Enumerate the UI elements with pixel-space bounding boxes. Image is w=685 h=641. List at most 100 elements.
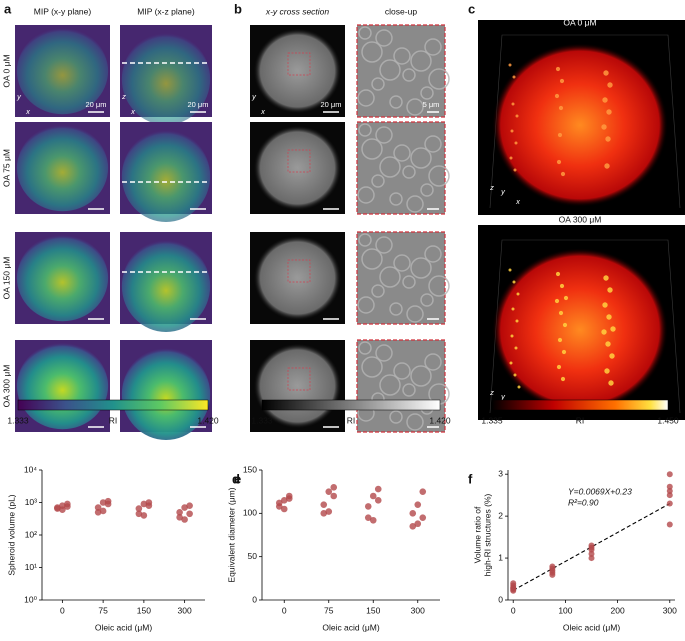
panel-letter: e [234,471,241,486]
axis-glyph: x [130,107,135,116]
scale-label: 20 μm [321,100,342,109]
cell [358,233,372,247]
axis-glyph: x [25,107,30,116]
cell [379,266,401,288]
y-tick-label: 10³ [25,497,37,507]
droplet [606,314,612,320]
point [330,484,338,491]
annotation: Y=0.0069X+0.23 [568,486,632,496]
droplet [512,75,516,79]
cell [379,374,401,396]
point [549,563,556,570]
point [181,504,188,511]
axis-glyph: y [251,92,257,101]
x-tick-label: 100 [558,605,572,615]
cell [406,413,424,431]
column-header: MIP (x-z plane) [137,6,195,16]
droplet [513,373,517,377]
spheroid [492,248,668,412]
cell [402,275,416,289]
point [510,580,517,587]
closeup [356,339,446,433]
cell [389,302,403,316]
cell [371,284,385,298]
y-tick-label: 3 [498,468,503,478]
cell [371,77,385,91]
cell [428,275,450,297]
droplet [559,283,565,289]
x-tick-label: 300 [178,605,192,615]
point [666,521,673,528]
column-header: close-up [385,6,417,16]
cell [357,89,375,107]
colorbar-label: RI [347,415,356,425]
x-tick-label: 300 [663,605,677,615]
point [176,508,183,516]
point [275,499,283,507]
point [99,507,107,515]
y-axis-label: Volume ratio of [472,506,482,563]
section [253,235,342,321]
cell [406,305,424,323]
point [280,505,288,513]
droplet [557,337,563,343]
point [374,485,382,493]
droplet [562,322,568,328]
cell [375,344,393,362]
y-tick-label: 150 [243,464,257,474]
cell [424,245,442,263]
panel-letter: c [468,1,475,16]
cell [406,195,424,213]
droplet [601,329,607,335]
droplet [509,156,513,160]
y-tick-label: 50 [248,551,258,561]
x-axis-label: Oleic acid (μM) [322,622,379,632]
droplet [559,78,565,84]
colorbar-label: RI [576,415,585,425]
colorbar-min: 1.333 [251,415,273,425]
droplet [602,97,608,103]
colorbar-max: 1.420 [429,415,451,425]
row-label: OA 75 μM [1,149,11,187]
colorbar [17,399,209,411]
spheroid [121,348,211,440]
point [280,497,288,504]
scale-label: 20 μm [86,100,107,109]
droplet [514,141,518,145]
section [253,28,342,114]
spheroid [16,342,109,430]
spheroid [16,124,109,212]
panel-letter: b [234,1,242,16]
cell [428,165,450,187]
droplet [554,93,560,99]
droplet [603,275,609,281]
y-tick-label: 2 [498,510,503,520]
y-axis-label: Spheroid volume (pL) [6,494,16,575]
point [666,471,673,478]
cell [424,38,442,56]
axis-glyph: y [500,392,506,401]
droplet [556,364,562,370]
cell [379,156,401,178]
colorbar-min: 1.333 [7,415,29,425]
cell [358,26,372,40]
droplet [514,346,518,350]
axis-glyph: x [515,197,520,206]
annotation: R²=0.90 [568,497,599,507]
point [409,510,417,517]
droplet [513,168,517,172]
cell [424,353,442,371]
droplet [560,171,566,177]
x-axis-label: Oleic acid (μM) [95,622,152,632]
point [135,505,143,512]
spheroid [121,130,211,222]
cell [358,123,372,137]
droplet [607,82,613,88]
x-tick-label: 150 [366,605,380,615]
point [588,550,595,557]
spheroid [121,240,211,332]
axis-glyph: z [489,183,494,192]
point [666,492,673,499]
droplet [517,385,521,389]
